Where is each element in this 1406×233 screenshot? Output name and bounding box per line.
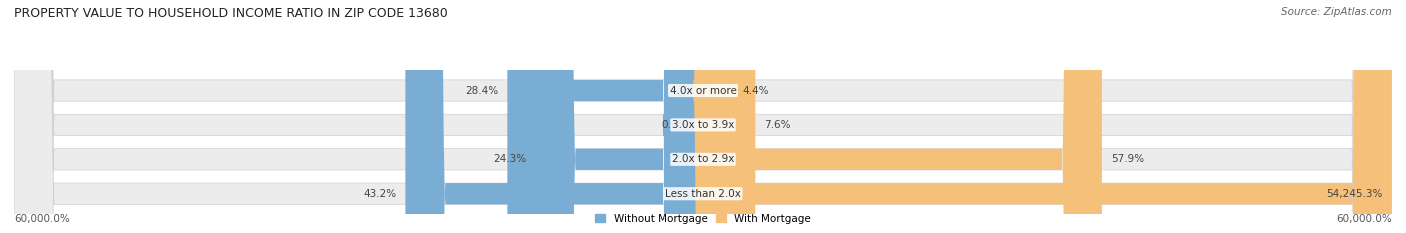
FancyBboxPatch shape [405, 0, 703, 233]
FancyBboxPatch shape [508, 0, 703, 233]
FancyBboxPatch shape [693, 0, 744, 233]
Text: 60,000.0%: 60,000.0% [14, 214, 70, 224]
FancyBboxPatch shape [14, 0, 1392, 233]
Text: 57.9%: 57.9% [1111, 154, 1144, 164]
Text: 43.2%: 43.2% [363, 189, 396, 199]
FancyBboxPatch shape [14, 0, 1392, 233]
FancyBboxPatch shape [703, 0, 1392, 233]
Text: 54,245.3%: 54,245.3% [1326, 189, 1382, 199]
Text: 4.4%: 4.4% [742, 86, 769, 96]
FancyBboxPatch shape [662, 0, 737, 233]
FancyBboxPatch shape [536, 0, 703, 233]
Text: 7.6%: 7.6% [765, 120, 792, 130]
Text: 4.0x or more: 4.0x or more [669, 86, 737, 96]
FancyBboxPatch shape [703, 0, 1102, 233]
Legend: Without Mortgage, With Mortgage: Without Mortgage, With Mortgage [591, 209, 815, 228]
Text: 0.9%: 0.9% [661, 120, 688, 130]
FancyBboxPatch shape [14, 0, 1392, 233]
Text: 24.3%: 24.3% [494, 154, 526, 164]
Text: PROPERTY VALUE TO HOUSEHOLD INCOME RATIO IN ZIP CODE 13680: PROPERTY VALUE TO HOUSEHOLD INCOME RATIO… [14, 7, 447, 20]
Text: 28.4%: 28.4% [465, 86, 498, 96]
FancyBboxPatch shape [703, 0, 755, 233]
Text: 60,000.0%: 60,000.0% [1336, 214, 1392, 224]
Text: Source: ZipAtlas.com: Source: ZipAtlas.com [1281, 7, 1392, 17]
Text: Less than 2.0x: Less than 2.0x [665, 189, 741, 199]
Text: 2.0x to 2.9x: 2.0x to 2.9x [672, 154, 734, 164]
FancyBboxPatch shape [14, 0, 1392, 233]
Text: 3.0x to 3.9x: 3.0x to 3.9x [672, 120, 734, 130]
